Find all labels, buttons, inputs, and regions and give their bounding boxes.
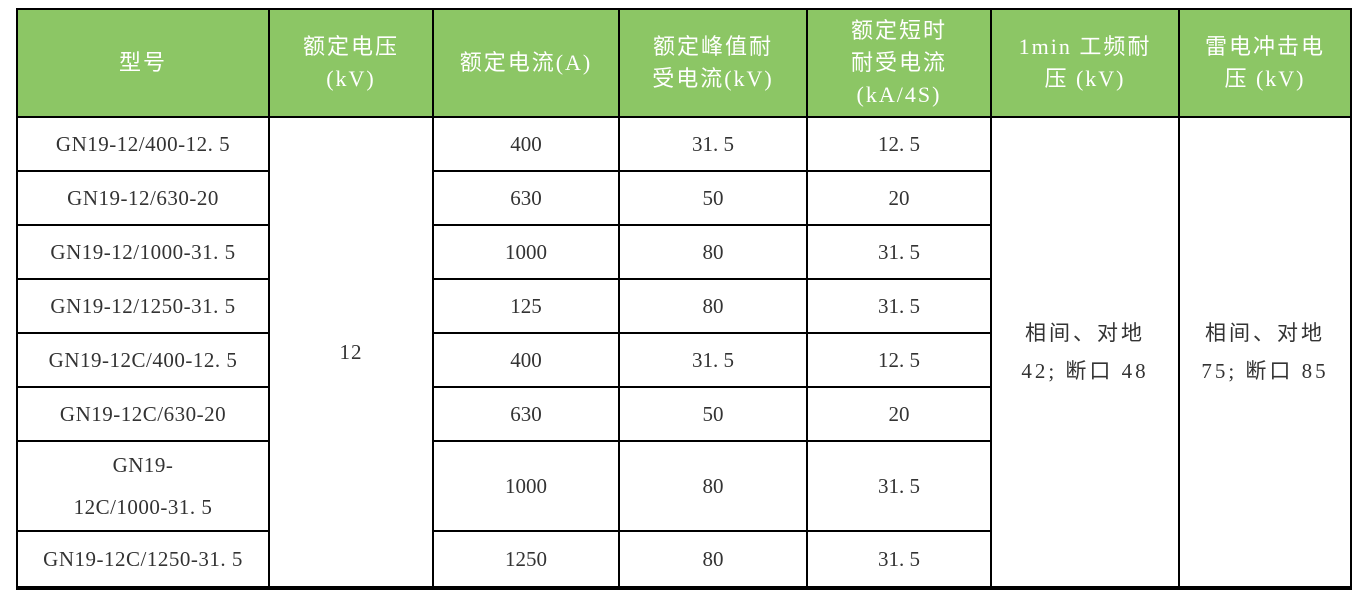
model-cell: GN19-12C/400-12. 5 <box>16 332 270 388</box>
power-frequency-withstand-cell: 相间、对地 42; 断口 48 <box>990 116 1180 589</box>
table-row: GN19-12/1250-31. 5 125 80 31. 5 <box>16 278 1351 334</box>
table-row: GN19-12C/400-12. 5 400 31. 5 12. 5 <box>16 332 1351 388</box>
table-row: GN19-12C/630-20 630 50 20 <box>16 386 1351 442</box>
lightning-impulse-cell: 相间、对地 75; 断口 85 <box>1178 116 1352 589</box>
header-row: 型号 额定电压 (kV) 额定电流(A) 额定峰值耐 受电流(kV) 额定短时 … <box>16 8 1352 118</box>
header-model: 型号 <box>16 8 270 118</box>
table-row: GN19-12/1000-31. 5 1000 80 31. 5 <box>16 224 1351 280</box>
model-cell: GN19-12C/630-20 <box>16 386 270 442</box>
table-row: GN19- 12C/1000-31. 5 1000 80 31. 5 <box>16 440 1351 532</box>
peak-cell: 80 <box>618 278 808 334</box>
header-power-frequency-withstand: 1min 工频耐 压 (kV) <box>990 8 1180 118</box>
model-cell: GN19-12C/1250-31. 5 <box>16 530 270 589</box>
peak-cell: 31. 5 <box>618 332 808 388</box>
model-cell: GN19-12/400-12. 5 <box>16 116 270 172</box>
header-rated-current: 额定电流(A) <box>432 8 620 118</box>
model-cell: GN19- 12C/1000-31. 5 <box>16 440 270 532</box>
short-time-cell: 20 <box>806 386 992 442</box>
switch-spec-table: 型号 额定电压 (kV) 额定电流(A) 额定峰值耐 受电流(kV) 额定短时 … <box>16 8 1352 590</box>
current-cell: 400 <box>432 116 620 172</box>
rated-voltage-cell: 12 <box>268 116 434 589</box>
short-time-cell: 20 <box>806 170 992 226</box>
header-short-time-withstand-current: 额定短时 耐受电流 (kA/4S) <box>806 8 992 118</box>
current-cell: 1250 <box>432 530 620 589</box>
table-row: GN19-12/400-12. 5 12 400 31. 5 12. 5 相间、… <box>16 116 1352 589</box>
short-time-cell: 31. 5 <box>806 278 992 334</box>
current-cell: 125 <box>432 278 620 334</box>
peak-cell: 80 <box>618 224 808 280</box>
header-lightning-impulse: 雷电冲击电 压 (kV) <box>1178 8 1352 118</box>
current-cell: 400 <box>432 332 620 388</box>
short-time-cell: 12. 5 <box>806 116 992 172</box>
peak-cell: 80 <box>618 530 808 589</box>
current-cell: 630 <box>432 386 620 442</box>
peak-cell: 31. 5 <box>618 116 808 172</box>
current-cell: 1000 <box>432 440 620 532</box>
short-time-cell: 12. 5 <box>806 332 992 388</box>
peak-cell: 50 <box>618 170 808 226</box>
peak-cell: 50 <box>618 386 808 442</box>
header-rated-voltage: 额定电压 (kV) <box>268 8 434 118</box>
header-peak-withstand-current: 额定峰值耐 受电流(kV) <box>618 8 808 118</box>
current-cell: 630 <box>432 170 620 226</box>
model-cell: GN19-12/630-20 <box>16 170 270 226</box>
current-cell: 1000 <box>432 224 620 280</box>
model-cell: GN19-12/1250-31. 5 <box>16 278 270 334</box>
short-time-cell: 31. 5 <box>806 224 992 280</box>
model-cell: GN19-12/1000-31. 5 <box>16 224 270 280</box>
short-time-cell: 31. 5 <box>806 530 992 589</box>
peak-cell: 80 <box>618 440 808 532</box>
table-row: GN19-12C/1250-31. 5 1250 80 31. 5 <box>16 530 1351 589</box>
short-time-cell: 31. 5 <box>806 440 992 532</box>
table-row: GN19-12/630-20 630 50 20 <box>16 170 1351 226</box>
